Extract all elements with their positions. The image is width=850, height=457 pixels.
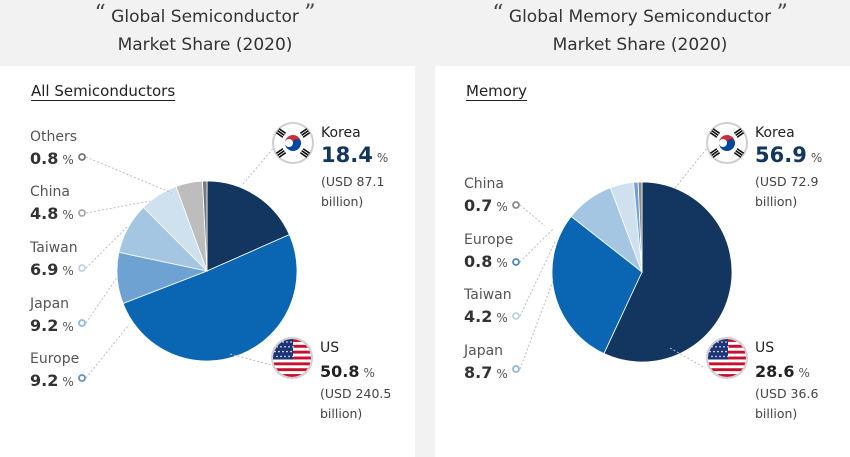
taiwan-leader-line <box>519 241 556 317</box>
us-leader-line <box>669 347 706 369</box>
left-title-line2: Market Share (2020) <box>117 35 293 55</box>
legend-label-us: US 28.6 % (USD 36.6 billion) <box>669 337 818 421</box>
legend-label-taiwan: Taiwan 4.2% <box>463 241 556 326</box>
us-name: US <box>320 340 339 356</box>
left-title-line1: Global Semiconductor <box>111 7 299 27</box>
japan-marker-dot <box>78 319 86 327</box>
taiwan-value: 4.2% <box>464 307 508 326</box>
legend-label-japan: Japan 8.7% <box>463 280 554 382</box>
taiwan-name: Taiwan <box>463 287 512 303</box>
china-leader-line <box>519 204 546 227</box>
us-name: US <box>755 340 774 356</box>
korea-usd-line1: (USD 87.1 <box>321 174 384 189</box>
europe-leader-line <box>85 325 129 379</box>
taiwan-leader-line <box>85 225 129 269</box>
memory-slices <box>551 181 733 363</box>
taiwan-value: 6.9% <box>30 260 74 279</box>
us-value: 50.8% <box>320 362 375 381</box>
japan-leader-line <box>85 275 119 324</box>
us-flag-icon <box>271 337 313 379</box>
us-value: 28.6% <box>755 362 810 381</box>
legend-label-us: US 50.8 % (USD 240.5 billion) <box>229 337 391 421</box>
pie-slice-us <box>122 234 298 362</box>
korea-usd-line2: billion) <box>755 194 797 209</box>
japan-value: 8.7% <box>464 363 508 382</box>
all-semiconductors-card: All Semiconductors Others 0.8% China 4.8% Ta… <box>0 66 415 457</box>
china-marker-dot <box>78 209 86 217</box>
japan-marker-dot <box>512 365 520 373</box>
pie-slice-korea <box>206 180 290 272</box>
china-name: China <box>30 184 70 200</box>
korea-leader-line <box>242 145 276 185</box>
legend-label-taiwan: Taiwan 6.9% <box>29 225 129 279</box>
legend-label-korea: Korea 18.4 % (USD 87.1 billion) <box>242 122 388 209</box>
korea-flag-icon <box>272 122 314 164</box>
all-semiconductors-slices <box>116 180 298 362</box>
china-leader-line <box>85 200 151 214</box>
korea-flag-icon <box>706 122 748 164</box>
pie-slice-korea <box>603 181 733 363</box>
others-name: Others <box>30 129 77 145</box>
legend-label-china: China 0.7% <box>464 176 546 227</box>
china-value: 0.7% <box>464 196 508 215</box>
legend-label-others: Others 0.8% <box>30 129 173 194</box>
korea-value: 56.9% <box>755 143 822 167</box>
others-leader-line <box>85 156 173 194</box>
legend-label-europe: Europe 0.8% <box>464 228 554 271</box>
legend-label-europe: Europe 9.2% <box>30 325 129 390</box>
right-panel-title: “ Global Memory Semiconductor ” Market S… <box>470 0 810 59</box>
europe-marker-dot <box>78 374 86 382</box>
europe-marker-dot <box>512 258 520 266</box>
pie-slice-us <box>551 215 643 355</box>
pie-slice-china <box>637 181 643 273</box>
europe-name: Europe <box>30 351 79 367</box>
us-flag-icon <box>706 337 748 379</box>
pie-slice-others <box>202 180 208 272</box>
europe-value: 0.8% <box>464 252 508 271</box>
korea-value: 18.4% <box>321 143 388 167</box>
china-marker-dot <box>512 201 520 209</box>
korea-leader-line <box>674 147 708 189</box>
quote-open: “ <box>94 1 106 26</box>
korea-name: Korea <box>321 125 361 141</box>
others-marker-dot <box>78 153 86 161</box>
taiwan-name: Taiwan <box>29 240 78 256</box>
china-name: China <box>464 176 504 192</box>
korea-usd-line2: billion) <box>321 194 363 209</box>
legend-label-china: China 4.8% <box>30 184 151 223</box>
japan-name: Japan <box>29 296 69 312</box>
korea-usd-line1: (USD 72.9 <box>755 174 818 189</box>
europe-name: Europe <box>464 232 513 248</box>
europe-value: 9.2% <box>30 371 74 390</box>
us-usd-line1: (USD 36.6 <box>755 386 818 401</box>
us-usd-line2: billion) <box>320 406 362 421</box>
china-value: 4.8% <box>30 204 74 223</box>
left-panel-title: “ Global Semiconductor ” Market Share (2… <box>60 0 350 59</box>
memory-pie-chart: China 0.7 % Europe 0.8 % Taiwan 4.2 % Japan 8.7 % Ko… <box>463 122 822 421</box>
japan-name: Japan <box>463 343 503 359</box>
japan-leader-line <box>519 280 554 370</box>
others-value: 0.8% <box>30 149 74 168</box>
us-usd-line2: billion) <box>755 406 797 421</box>
memory-card: Memory China 0.7% Europe 0.8% Taiwan 4.2% Japa… <box>435 66 850 457</box>
taiwan-marker-dot <box>512 312 520 320</box>
quote-open: “ <box>492 1 504 26</box>
right-title-line2: Market Share (2020) <box>552 35 728 55</box>
us-usd-line1: (USD 240.5 <box>320 386 391 401</box>
memory-label: Memory <box>466 82 528 100</box>
legend-label-korea: Korea 56.9 % (USD 72.9 billion) <box>674 122 822 209</box>
japan-value: 9.2% <box>30 316 74 335</box>
right-title-line1: Global Memory Semiconductor <box>508 7 772 27</box>
korea-name: Korea <box>755 125 795 141</box>
legend-label-japan: Japan 9.2% <box>29 275 119 335</box>
all-semiconductors-label: All Semiconductors <box>31 82 176 100</box>
quote-close: ” <box>304 1 316 26</box>
quote-close: ” <box>776 1 788 26</box>
taiwan-marker-dot <box>78 264 86 272</box>
